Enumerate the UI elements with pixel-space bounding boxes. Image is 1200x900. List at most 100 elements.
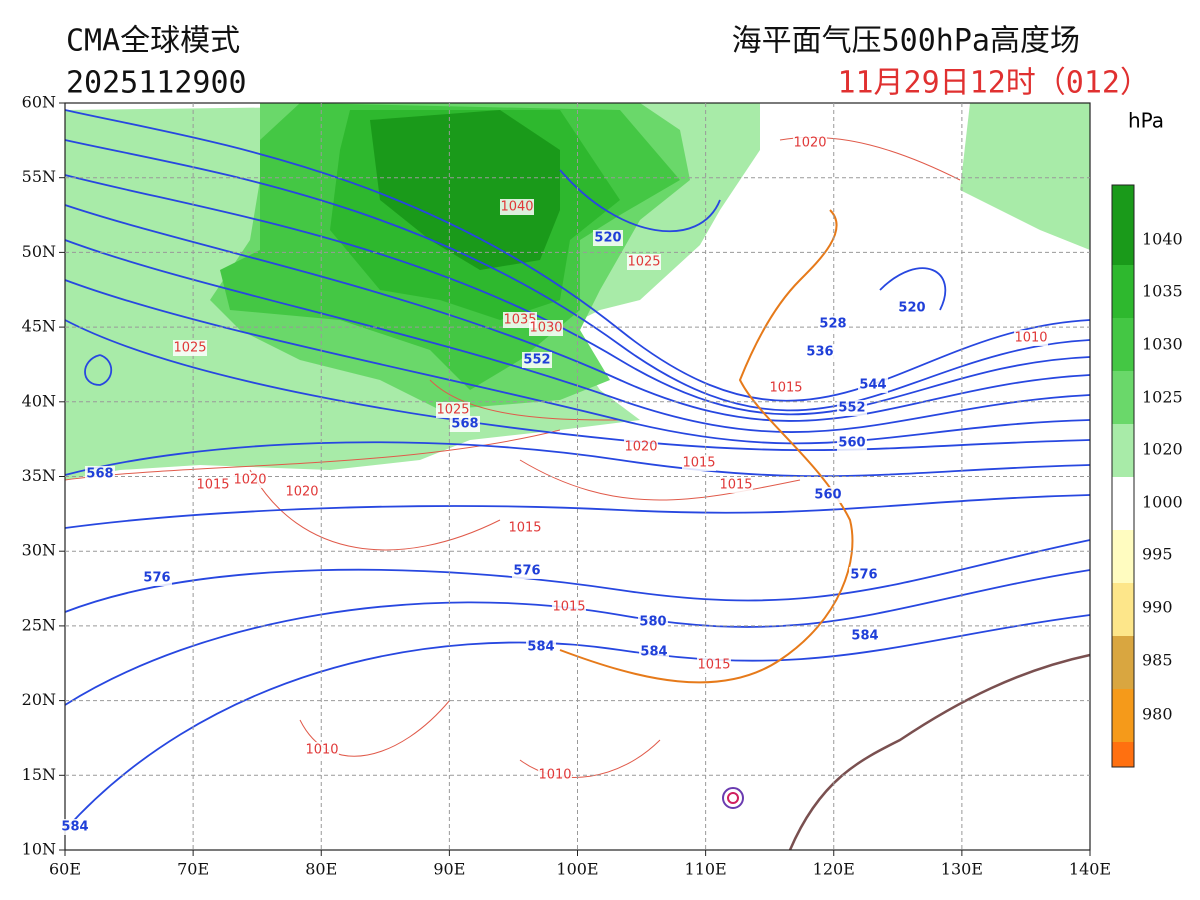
pressure-label: 1040 xyxy=(500,200,533,215)
height-label: 520 xyxy=(898,301,925,316)
pressure-label: 1020 xyxy=(233,473,266,488)
height-label: 544 xyxy=(859,378,886,393)
label-bg xyxy=(173,340,207,356)
lat-label: 60N xyxy=(22,93,56,112)
label-bg xyxy=(233,472,267,488)
valid-time: 11月29日12时（012） xyxy=(837,66,1150,101)
label-bg xyxy=(837,400,867,416)
colorbar-label: 995 xyxy=(1142,545,1173,564)
label-bg xyxy=(503,312,537,328)
lat-label: 40N xyxy=(22,391,56,410)
label-bg xyxy=(593,230,623,246)
lon-label: 60E xyxy=(49,860,81,879)
lat-label: 25N xyxy=(22,615,56,634)
pressure-label: 1010 xyxy=(1014,331,1047,346)
height-label: 576 xyxy=(513,564,540,579)
label-bg xyxy=(529,320,563,336)
lon-label: 70E xyxy=(177,860,209,879)
product-title: 海平面气压500hPa高度场 xyxy=(732,24,1080,59)
label-bg xyxy=(813,487,843,503)
pressure-label: 1015 xyxy=(508,521,541,536)
label-bg xyxy=(538,767,572,783)
height-label: 576 xyxy=(850,568,877,583)
label-bg xyxy=(638,614,668,630)
height-label: 520 xyxy=(594,231,621,246)
height-label: 528 xyxy=(819,317,846,332)
model-name: CMA全球模式 xyxy=(66,24,240,59)
colorbar-unit: hPa xyxy=(1128,109,1164,133)
label-bg xyxy=(500,199,534,215)
label-bg xyxy=(526,639,556,655)
label-bg xyxy=(142,570,172,586)
colorbar-label: 1035 xyxy=(1142,282,1183,301)
lon-label: 120E xyxy=(813,860,855,879)
label-bg xyxy=(639,644,669,660)
pressure-label: 1015 xyxy=(719,478,752,493)
lon-label: 100E xyxy=(556,860,598,879)
label-bg xyxy=(837,435,867,451)
label-bg xyxy=(285,484,319,500)
pressure-label: 1015 xyxy=(769,381,802,396)
lon-label: 110E xyxy=(685,860,727,879)
lon-label: 80E xyxy=(305,860,337,879)
lon-label: 90E xyxy=(433,860,465,879)
height-label: 580 xyxy=(639,615,666,630)
label-bg xyxy=(719,477,753,493)
lon-label: 140E xyxy=(1069,860,1111,879)
label-bg xyxy=(849,567,879,583)
pressure-label: 1035 xyxy=(503,313,536,328)
label-bg xyxy=(436,402,470,418)
pressure-label: 1030 xyxy=(529,321,562,336)
colorbar-label: 1020 xyxy=(1142,440,1183,459)
label-bg xyxy=(897,300,927,316)
height-label: 568 xyxy=(451,417,478,432)
colorbar-label: 985 xyxy=(1142,651,1173,670)
lat-label: 30N xyxy=(22,541,56,560)
lat-label: 45N xyxy=(22,317,56,336)
lat-label: 20N xyxy=(22,690,56,709)
height-label: 560 xyxy=(814,488,841,503)
height-label: 584 xyxy=(640,645,667,660)
label-bg xyxy=(552,599,586,615)
colorbar-label: 1025 xyxy=(1142,388,1183,407)
pressure-label: 1025 xyxy=(436,403,469,418)
label-bg xyxy=(508,520,542,536)
colorbar-label: 1040 xyxy=(1142,230,1183,249)
lat-label: 35N xyxy=(22,466,56,485)
pressure-label: 1025 xyxy=(627,255,660,270)
label-bg xyxy=(450,416,480,432)
height-label: 584 xyxy=(851,629,878,644)
height-label: 584 xyxy=(61,820,88,835)
pressure-label: 1025 xyxy=(173,341,206,356)
colorbar-label: 1000 xyxy=(1142,493,1183,512)
height-label: 576 xyxy=(143,571,170,586)
lat-label: 55N xyxy=(22,167,56,186)
pressure-label: 1015 xyxy=(196,478,229,493)
pressure-label: 1020 xyxy=(285,485,318,500)
colorbar-label: 990 xyxy=(1142,598,1173,617)
pressure-label: 1020 xyxy=(793,136,826,151)
lon-label: 130E xyxy=(941,860,983,879)
label-bg xyxy=(1014,330,1048,346)
label-bg xyxy=(512,563,542,579)
label-bg xyxy=(522,352,552,368)
lat-label: 50N xyxy=(22,242,56,261)
height-label: 552 xyxy=(523,353,550,368)
height-label: 560 xyxy=(838,436,865,451)
lat-label: 15N xyxy=(22,765,56,784)
height-label: 536 xyxy=(806,345,833,360)
init-time: 2025112900 xyxy=(66,66,247,101)
height-label: 584 xyxy=(527,640,554,655)
label-bg xyxy=(60,819,90,835)
label-bg xyxy=(818,316,848,332)
colorbar-label: 1030 xyxy=(1142,335,1183,354)
label-bg xyxy=(697,657,731,673)
pressure-label: 1015 xyxy=(697,658,730,673)
label-bg xyxy=(769,380,803,396)
height-label: 552 xyxy=(838,401,865,416)
label-bg xyxy=(85,466,115,482)
pressure-label: 1010 xyxy=(538,768,571,783)
pressure-label: 1020 xyxy=(624,440,657,455)
